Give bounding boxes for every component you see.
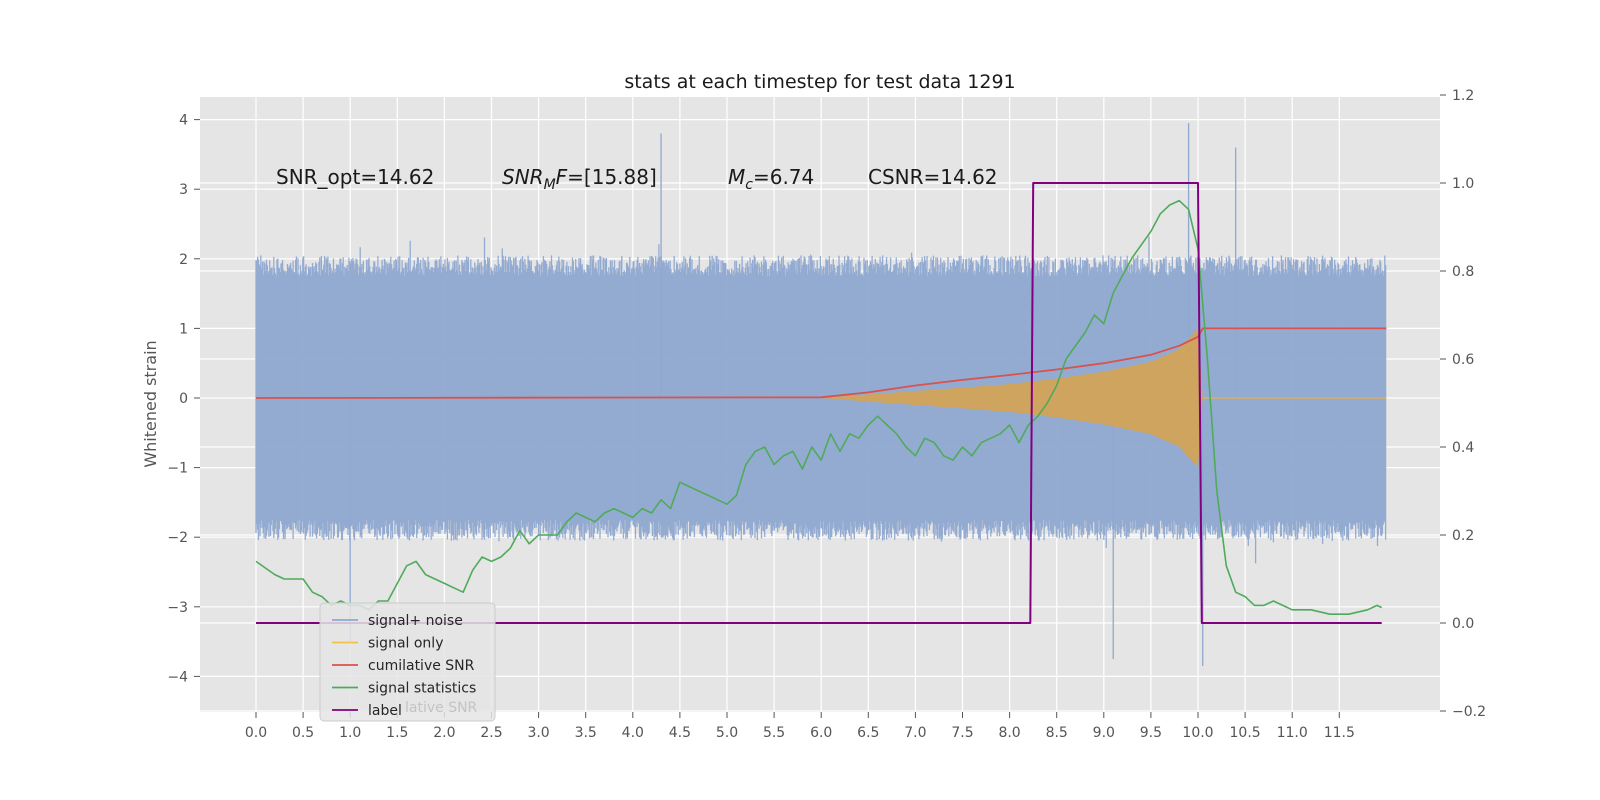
right-y-tick-label: 1.2 (1452, 88, 1474, 104)
y-tick-label: 1 (179, 321, 188, 337)
right-y-tick-label: 1.0 (1452, 176, 1474, 192)
x-tick-label: 1.5 (386, 725, 408, 741)
y-tick-label: 0 (179, 391, 188, 407)
x-tick-label: 11.5 (1324, 725, 1355, 741)
x-tick-label: 1.0 (339, 725, 361, 741)
x-tick-label: 2.5 (480, 725, 502, 741)
legend-label: signal only (368, 636, 443, 652)
y-tick-label: −4 (167, 669, 188, 685)
x-tick-label: 6.5 (857, 725, 879, 741)
right-y-tick-label: 0.0 (1452, 616, 1474, 632)
right-y-tick-label: 0.6 (1452, 352, 1474, 368)
annotation-snr-opt: SNR_opt=14.62 (276, 165, 434, 189)
y-tick-label: 3 (179, 182, 188, 198)
legend-label: cumilative SNR (368, 658, 475, 674)
x-tick-label: 7.5 (951, 725, 973, 741)
x-tick-label: 9.0 (1093, 725, 1115, 741)
legend: lative SNR signal+ noise signal only cumil… (319, 602, 496, 722)
x-tick-label: 10.0 (1182, 725, 1213, 741)
x-tick-label: 3.5 (575, 725, 597, 741)
annotation-mc-main: M (728, 165, 745, 189)
y-tick-label: −1 (167, 461, 188, 477)
axes: 0.0 0.5 1.0 1.5 2.0 2.5 3.0 3.5 4.0 4.5 5.0 5.5 6.0 6… (167, 88, 1486, 741)
annotation-snr-mf-value: =[15.88] (567, 165, 657, 189)
legend-ghost-text: lative SNR (405, 700, 478, 716)
cumilative-snr-line (255, 327, 1387, 399)
x-tick-label: 2.0 (433, 725, 455, 741)
annotation-snr-mf-sub: M (544, 177, 556, 193)
x-tick-label: 5.0 (716, 725, 738, 741)
legend-label: signal+ noise (368, 613, 463, 629)
series-signal-only (821, 328, 1387, 468)
chart-title: stats at each timestep for test data 129… (624, 71, 1015, 93)
legend-entries: signal+ noise signal only cumilative SNR si… (332, 613, 476, 719)
annotation-snr-mf-tail: F (556, 165, 568, 189)
x-tick-label: 11.0 (1277, 725, 1308, 741)
x-tick-label: 3.0 (527, 725, 549, 741)
series-signal-statistics (255, 199, 1383, 615)
y-tick-label: 4 (179, 113, 188, 129)
x-tick-label: 9.5 (1140, 725, 1162, 741)
x-tick-label: 7.0 (904, 725, 926, 741)
x-tick-label: 8.0 (998, 725, 1020, 741)
series-cumilative-snr (255, 327, 1387, 399)
signal-only-envelope (821, 328, 1203, 468)
annotation-snr-mf: SNRMF=[15.88] (502, 165, 657, 193)
legend-box (319, 602, 496, 722)
signal-plus-noise-trace (255, 236, 1387, 564)
signal-statistics-line (255, 199, 1383, 615)
legend-label: label (368, 703, 402, 719)
y-axis-label: Whitened strain (141, 340, 160, 467)
right-y-tick-label: 0.2 (1452, 528, 1474, 544)
right-y-tick-label: −0.2 (1452, 704, 1486, 720)
annotation-csnr: CSNR=14.62 (868, 165, 998, 189)
right-y-tick-label: 0.4 (1452, 440, 1474, 456)
x-tick-label: 8.5 (1046, 725, 1068, 741)
label-line (256, 182, 1382, 624)
right-y-tick-label: 0.8 (1452, 264, 1474, 280)
x-tick-label: 0.0 (245, 725, 267, 741)
x-tick-label: 4.5 (669, 725, 691, 741)
annotation-mc-value: =6.74 (753, 165, 814, 189)
x-tick-label: 0.5 (292, 725, 314, 741)
legend-label: signal statistics (368, 681, 476, 697)
x-tick-label: 5.5 (763, 725, 785, 741)
x-tick-label: 4.0 (622, 725, 644, 741)
y-tick-label: −2 (167, 530, 188, 546)
annotation-mc-sub: c (745, 177, 753, 193)
series-label (256, 182, 1382, 624)
x-tick-label: 6.0 (810, 725, 832, 741)
y-tick-label: 2 (179, 252, 188, 268)
annotation-snr-mf-main: SNR (502, 165, 544, 189)
y-tick-label: −3 (167, 600, 188, 616)
annotation-mc: Mc=6.74 (728, 165, 814, 193)
x-tick-label: 10.5 (1230, 725, 1261, 741)
